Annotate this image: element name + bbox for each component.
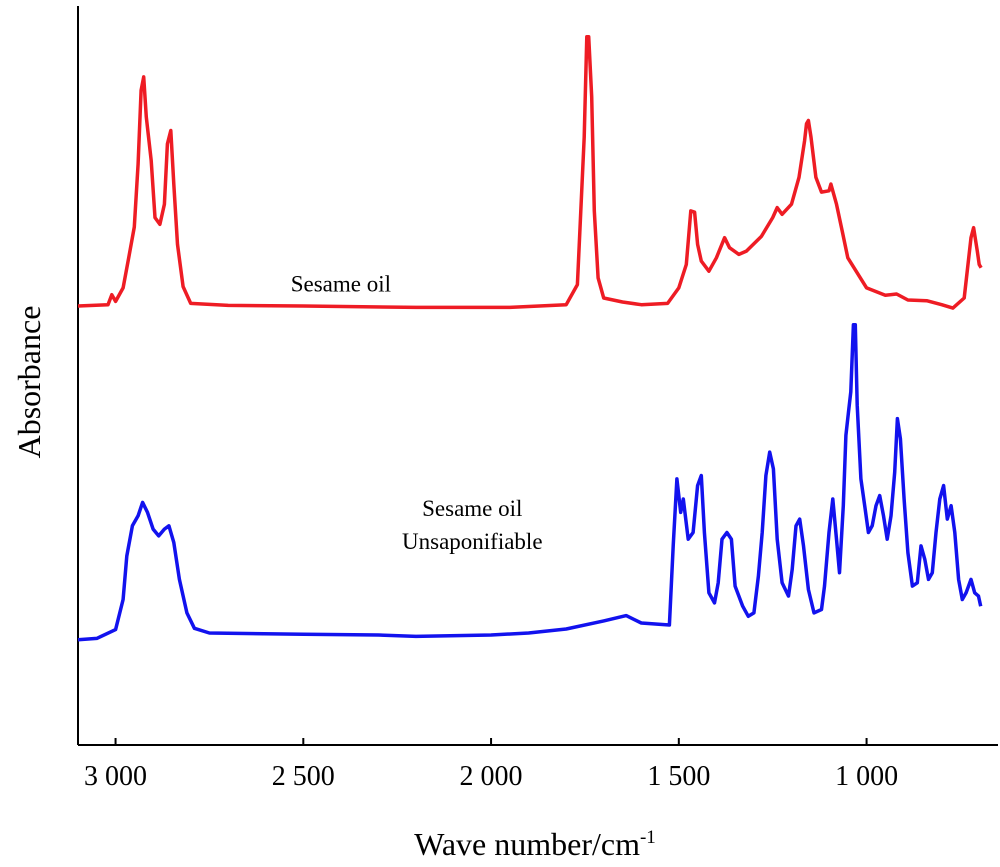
series-label-1: Sesame oil bbox=[291, 271, 391, 296]
x-axis-title-superscript: -1 bbox=[640, 827, 656, 848]
plot-area: 3 000 2 500 2 000 1 500 1 000 Sesame oilSesa… bbox=[77, 6, 998, 792]
y-axis-title: Absorbance bbox=[11, 306, 47, 459]
series-label-2: Sesame oil bbox=[422, 496, 522, 521]
x-tick-label: 3 000 bbox=[84, 761, 147, 792]
x-tick-label: 2 500 bbox=[272, 761, 335, 792]
series-line-1 bbox=[77, 34, 983, 310]
series-line-2 bbox=[77, 323, 983, 642]
series-layer bbox=[77, 34, 983, 642]
x-tick-label: 1 000 bbox=[835, 761, 898, 792]
x-ticks: 3 000 2 500 2 000 1 500 1 000 bbox=[84, 738, 898, 792]
series-label-2: Unsaponifiable bbox=[402, 529, 543, 554]
series-labels: Sesame oil Sesame oil Unsaponifiable bbox=[291, 271, 543, 553]
x-tick-label: 2 000 bbox=[460, 761, 523, 792]
x-tick-label: 1 500 bbox=[647, 761, 710, 792]
x-axis-title: Wave number/cm-1 bbox=[414, 826, 656, 862]
